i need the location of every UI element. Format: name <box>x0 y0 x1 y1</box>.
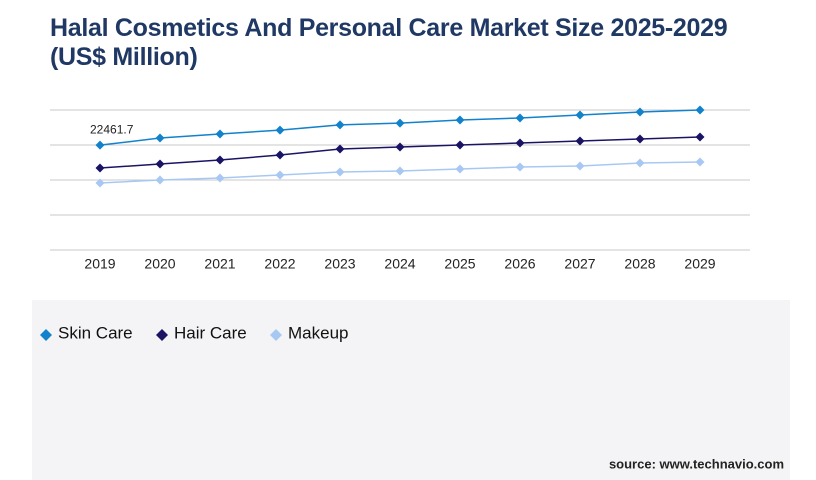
data-point <box>575 136 585 146</box>
x-tick-label: 2027 <box>564 256 595 272</box>
data-point <box>695 157 705 167</box>
x-tick-label: 2028 <box>624 256 655 272</box>
series-line <box>99 136 701 169</box>
x-tick-label: 2022 <box>264 256 295 272</box>
legend-panel <box>32 300 790 480</box>
x-tick-label: 2019 <box>84 256 115 272</box>
data-point <box>335 120 345 130</box>
data-point <box>575 161 585 171</box>
data-point <box>335 144 345 154</box>
x-tick-label: 2025 <box>444 256 475 272</box>
x-tick-label: 2026 <box>504 256 535 272</box>
data-point <box>335 167 345 177</box>
x-tick-label: 2023 <box>324 256 355 272</box>
data-point <box>155 175 165 185</box>
data-point <box>155 159 165 169</box>
data-point <box>635 158 645 168</box>
x-tick-label: 2024 <box>384 256 415 272</box>
data-point <box>95 178 105 188</box>
data-point <box>455 140 465 150</box>
x-tick-label: 2021 <box>204 256 235 272</box>
x-tick-label: 2020 <box>144 256 175 272</box>
x-tick-label: 2029 <box>684 256 715 272</box>
data-point <box>275 170 285 180</box>
data-point <box>215 155 225 165</box>
legend-label: Makeup <box>288 323 348 342</box>
data-point <box>515 113 525 123</box>
legend-marker <box>40 329 52 341</box>
data-point <box>635 107 645 117</box>
data-point <box>155 133 165 143</box>
data-point <box>95 140 105 150</box>
data-point <box>395 142 405 152</box>
legend-marker <box>270 329 282 341</box>
data-point <box>215 173 225 183</box>
value-label: 22461.7 <box>90 122 134 136</box>
data-point <box>275 150 285 160</box>
data-point <box>215 129 225 139</box>
data-point <box>395 118 405 128</box>
source: source: www.technavio.com <box>609 456 784 471</box>
data-point <box>695 105 705 115</box>
legend-label: Skin Care <box>58 323 133 342</box>
data-point <box>95 163 105 173</box>
chart-title: Halal Cosmetics And Personal Care Market… <box>50 14 728 71</box>
data-point <box>695 132 705 142</box>
data-point <box>395 166 405 176</box>
data-point <box>515 138 525 148</box>
legend-label: Hair Care <box>174 323 247 342</box>
data-point <box>575 110 585 120</box>
legend-marker <box>156 329 168 341</box>
data-point <box>515 162 525 172</box>
data-point <box>455 115 465 125</box>
data-point <box>455 164 465 174</box>
data-point <box>635 134 645 144</box>
data-point <box>275 125 285 135</box>
